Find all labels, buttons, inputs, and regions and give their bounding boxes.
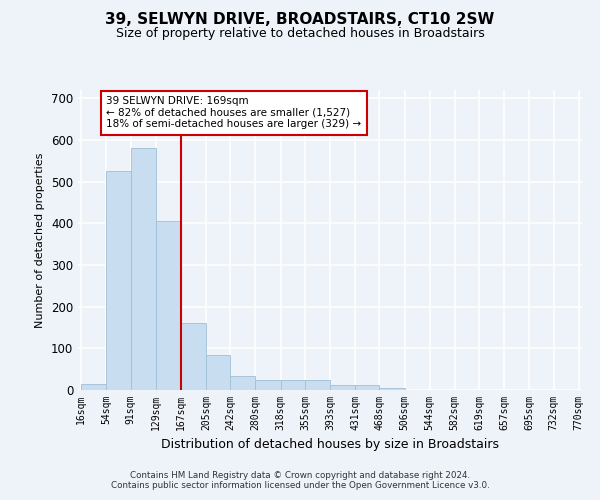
Y-axis label: Number of detached properties: Number of detached properties xyxy=(35,152,46,328)
Text: 39, SELWYN DRIVE, BROADSTAIRS, CT10 2SW: 39, SELWYN DRIVE, BROADSTAIRS, CT10 2SW xyxy=(106,12,494,28)
Text: Contains HM Land Registry data © Crown copyright and database right 2024.
Contai: Contains HM Land Registry data © Crown c… xyxy=(110,470,490,490)
Bar xyxy=(305,380,330,390)
Bar xyxy=(156,221,181,390)
Bar xyxy=(206,354,230,390)
Bar xyxy=(131,148,156,390)
Bar xyxy=(181,324,206,390)
Bar xyxy=(330,385,355,390)
Bar xyxy=(230,376,256,390)
X-axis label: Distribution of detached houses by size in Broadstairs: Distribution of detached houses by size … xyxy=(161,438,499,452)
Bar xyxy=(379,388,404,390)
Bar xyxy=(281,380,305,390)
Bar xyxy=(256,380,281,390)
Bar xyxy=(106,171,131,390)
Bar xyxy=(81,384,106,390)
Bar xyxy=(355,385,379,390)
Text: Size of property relative to detached houses in Broadstairs: Size of property relative to detached ho… xyxy=(116,28,484,40)
Text: 39 SELWYN DRIVE: 169sqm
← 82% of detached houses are smaller (1,527)
18% of semi: 39 SELWYN DRIVE: 169sqm ← 82% of detache… xyxy=(106,96,361,130)
